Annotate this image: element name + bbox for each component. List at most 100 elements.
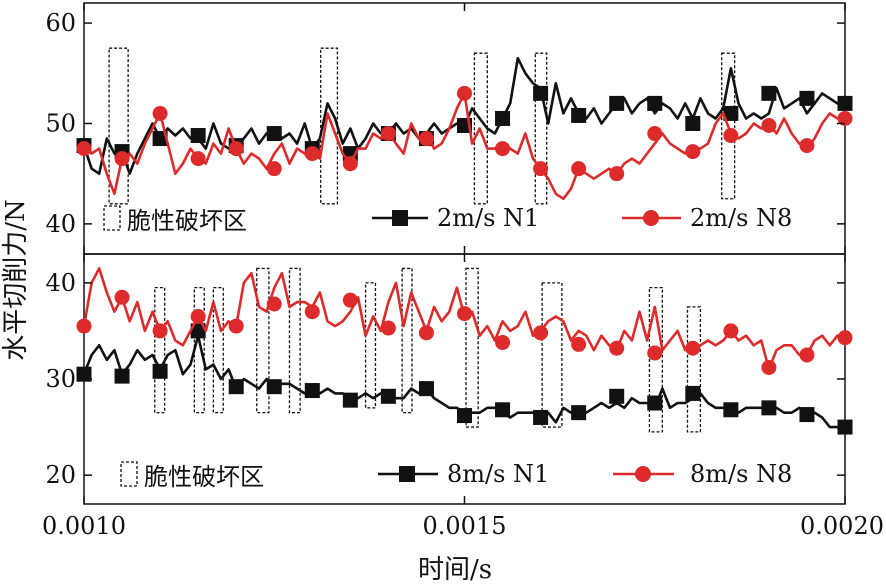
- bottom-marker-circle-1-17: [723, 323, 739, 339]
- bottom-marker-circle-1-2: [152, 323, 168, 339]
- bottom-legend-box-icon: [120, 461, 138, 487]
- bottom-marker-square-0-18: [761, 400, 777, 416]
- top-ytick-label-0: 40: [45, 210, 76, 238]
- bottom-brittle-zone-2: [212, 287, 224, 414]
- top-legend-label-n8: 2m/s N8: [690, 204, 792, 232]
- bottom-marker-circle-1-20: [837, 330, 853, 346]
- bottom-marker-square-0-13: [571, 405, 587, 421]
- top-y-ticks: 40 50 60: [45, 3, 846, 254]
- bottom-marker-square-0-5: [266, 379, 282, 395]
- bottom-marker-circle-1-1: [114, 289, 130, 305]
- bottom-brittle-zone-8: [541, 282, 563, 428]
- bottom-brittle-zone-9: [648, 287, 664, 433]
- top-marker-circle-1-10: [457, 85, 472, 101]
- bottom-marker-circle-1-14: [609, 340, 625, 356]
- top-marker-circle-1-15: [647, 126, 663, 142]
- bottom-marker-circle-1-15: [647, 345, 663, 361]
- bottom-marker-square-0-2: [152, 363, 168, 379]
- bottom-brittle-zones: [154, 267, 702, 433]
- top-brittle-zones: [108, 47, 736, 205]
- top-marker-circle-1-0: [76, 141, 92, 157]
- bottom-marker-square-0-0: [76, 366, 92, 382]
- top-marker-square-0-15: [647, 95, 663, 111]
- bottom-marker-square-0-3: [190, 323, 206, 339]
- bottom-marker-circle-1-8: [380, 320, 396, 336]
- top-legend-box-label: 脆性破坏区: [127, 207, 247, 235]
- bottom-legend-label-n8: 8m/s N8: [690, 460, 792, 488]
- xtick-label-0: 0.0010: [42, 512, 126, 540]
- top-marker-circle-1-14: [609, 166, 625, 182]
- bottom-marker-circle-1-6: [304, 304, 320, 320]
- bottom-y-ticks: 20 30 40: [45, 254, 846, 504]
- bottom-marker-circle-1-7: [342, 292, 358, 308]
- bottom-ytick-label-2: 40: [45, 269, 76, 297]
- top-marker-circle-1-9: [418, 131, 434, 147]
- top-marker-circle-1-8: [380, 126, 396, 142]
- bottom-marker-square-0-15: [647, 395, 663, 411]
- bottom-marker-circle-1-3: [190, 309, 206, 324]
- top-brittle-zone-2: [473, 52, 488, 205]
- top-legend-marker-n1: [392, 210, 408, 226]
- top-marker-circle-1-12: [533, 161, 549, 177]
- top-ytick-label-2: 60: [45, 9, 76, 37]
- bottom-brittle-zone-3: [256, 267, 270, 414]
- top-marker-square-0-19: [799, 90, 815, 106]
- top-marker-circle-1-20: [837, 110, 853, 126]
- bottom-legend-label-n1: 8m/s N1: [447, 460, 549, 488]
- bottom-marker-circle-1-0: [76, 318, 92, 334]
- bottom-marker-square-0-14: [609, 388, 625, 404]
- top-brittle-zone-1: [320, 47, 339, 205]
- bottom-marker-circle-1-5: [266, 296, 282, 312]
- bottom-marker-circle-1-18: [761, 359, 777, 375]
- bottom-marker-square-0-11: [495, 402, 511, 418]
- top-marker-circle-1-17: [723, 128, 739, 144]
- bottom-legend-marker-n1: [399, 466, 415, 482]
- bottom-brittle-zone-6: [401, 267, 413, 414]
- bottom-brittle-zone-4: [288, 267, 301, 414]
- bottom-marker-circle-1-13: [571, 336, 587, 352]
- bottom-marker-circle-1-12: [533, 325, 549, 341]
- top-marker-square-0-16: [685, 115, 701, 131]
- bottom-marker-circle-1-4: [228, 318, 244, 334]
- bottom-marker-square-0-16: [685, 385, 701, 401]
- bottom-brittle-zone-0: [154, 287, 166, 414]
- top-marker-circle-1-13: [571, 161, 587, 177]
- bottom-marker-circle-1-16: [685, 340, 701, 356]
- top-marker-square-0-18: [761, 85, 777, 101]
- top-marker-square-0-3: [190, 128, 206, 144]
- top-marker-circle-1-6: [304, 146, 320, 162]
- bottom-brittle-zone-1: [193, 287, 205, 414]
- top-marker-circle-1-7: [342, 156, 358, 172]
- top-brittle-zone-0: [108, 47, 129, 205]
- top-marker-circle-1-5: [266, 161, 282, 177]
- xtick-label-1: 0.0015: [423, 512, 507, 540]
- bottom-marker-square-0-1: [114, 368, 130, 384]
- top-marker-circle-1-1: [114, 151, 130, 167]
- top-marker-square-0-13: [571, 107, 587, 123]
- bottom-brittle-zone-10: [686, 306, 702, 433]
- bottom-marker-square-0-9: [418, 381, 434, 397]
- bottom-ytick-label-1: 30: [45, 365, 76, 393]
- top-marker-circle-1-4: [228, 141, 244, 157]
- bottom-marker-square-0-12: [533, 409, 549, 425]
- top-series-group: [76, 56, 853, 201]
- top-marker-circle-1-16: [685, 144, 701, 160]
- bottom-marker-circle-1-10: [457, 306, 472, 322]
- bottom-marker-square-0-7: [342, 392, 358, 408]
- bottom-marker-circle-1-19: [799, 347, 815, 363]
- top-marker-square-0-5: [266, 126, 282, 142]
- bottom-brittle-zone-5: [364, 282, 377, 409]
- bottom-marker-square-0-6: [304, 383, 320, 399]
- top-marker-circle-1-2: [152, 105, 168, 121]
- top-marker-square-0-14: [609, 95, 625, 111]
- x-axis-label: 时间/s: [418, 555, 492, 585]
- top-brittle-zone-3: [534, 52, 548, 205]
- bottom-marker-circle-1-9: [418, 325, 434, 341]
- bottom-marker-square-0-19: [799, 407, 815, 423]
- top-marker-circle-1-11: [495, 141, 511, 157]
- bottom-marker-square-0-10: [457, 408, 472, 424]
- x-ticks: 0.0010 0.0015 0.0020: [42, 512, 884, 540]
- bottom-marker-square-0-8: [380, 388, 396, 404]
- top-legend: 脆性破坏区 2m/s N1 2m/s N8: [103, 204, 792, 235]
- top-legend-label-n1: 2m/s N1: [437, 204, 539, 232]
